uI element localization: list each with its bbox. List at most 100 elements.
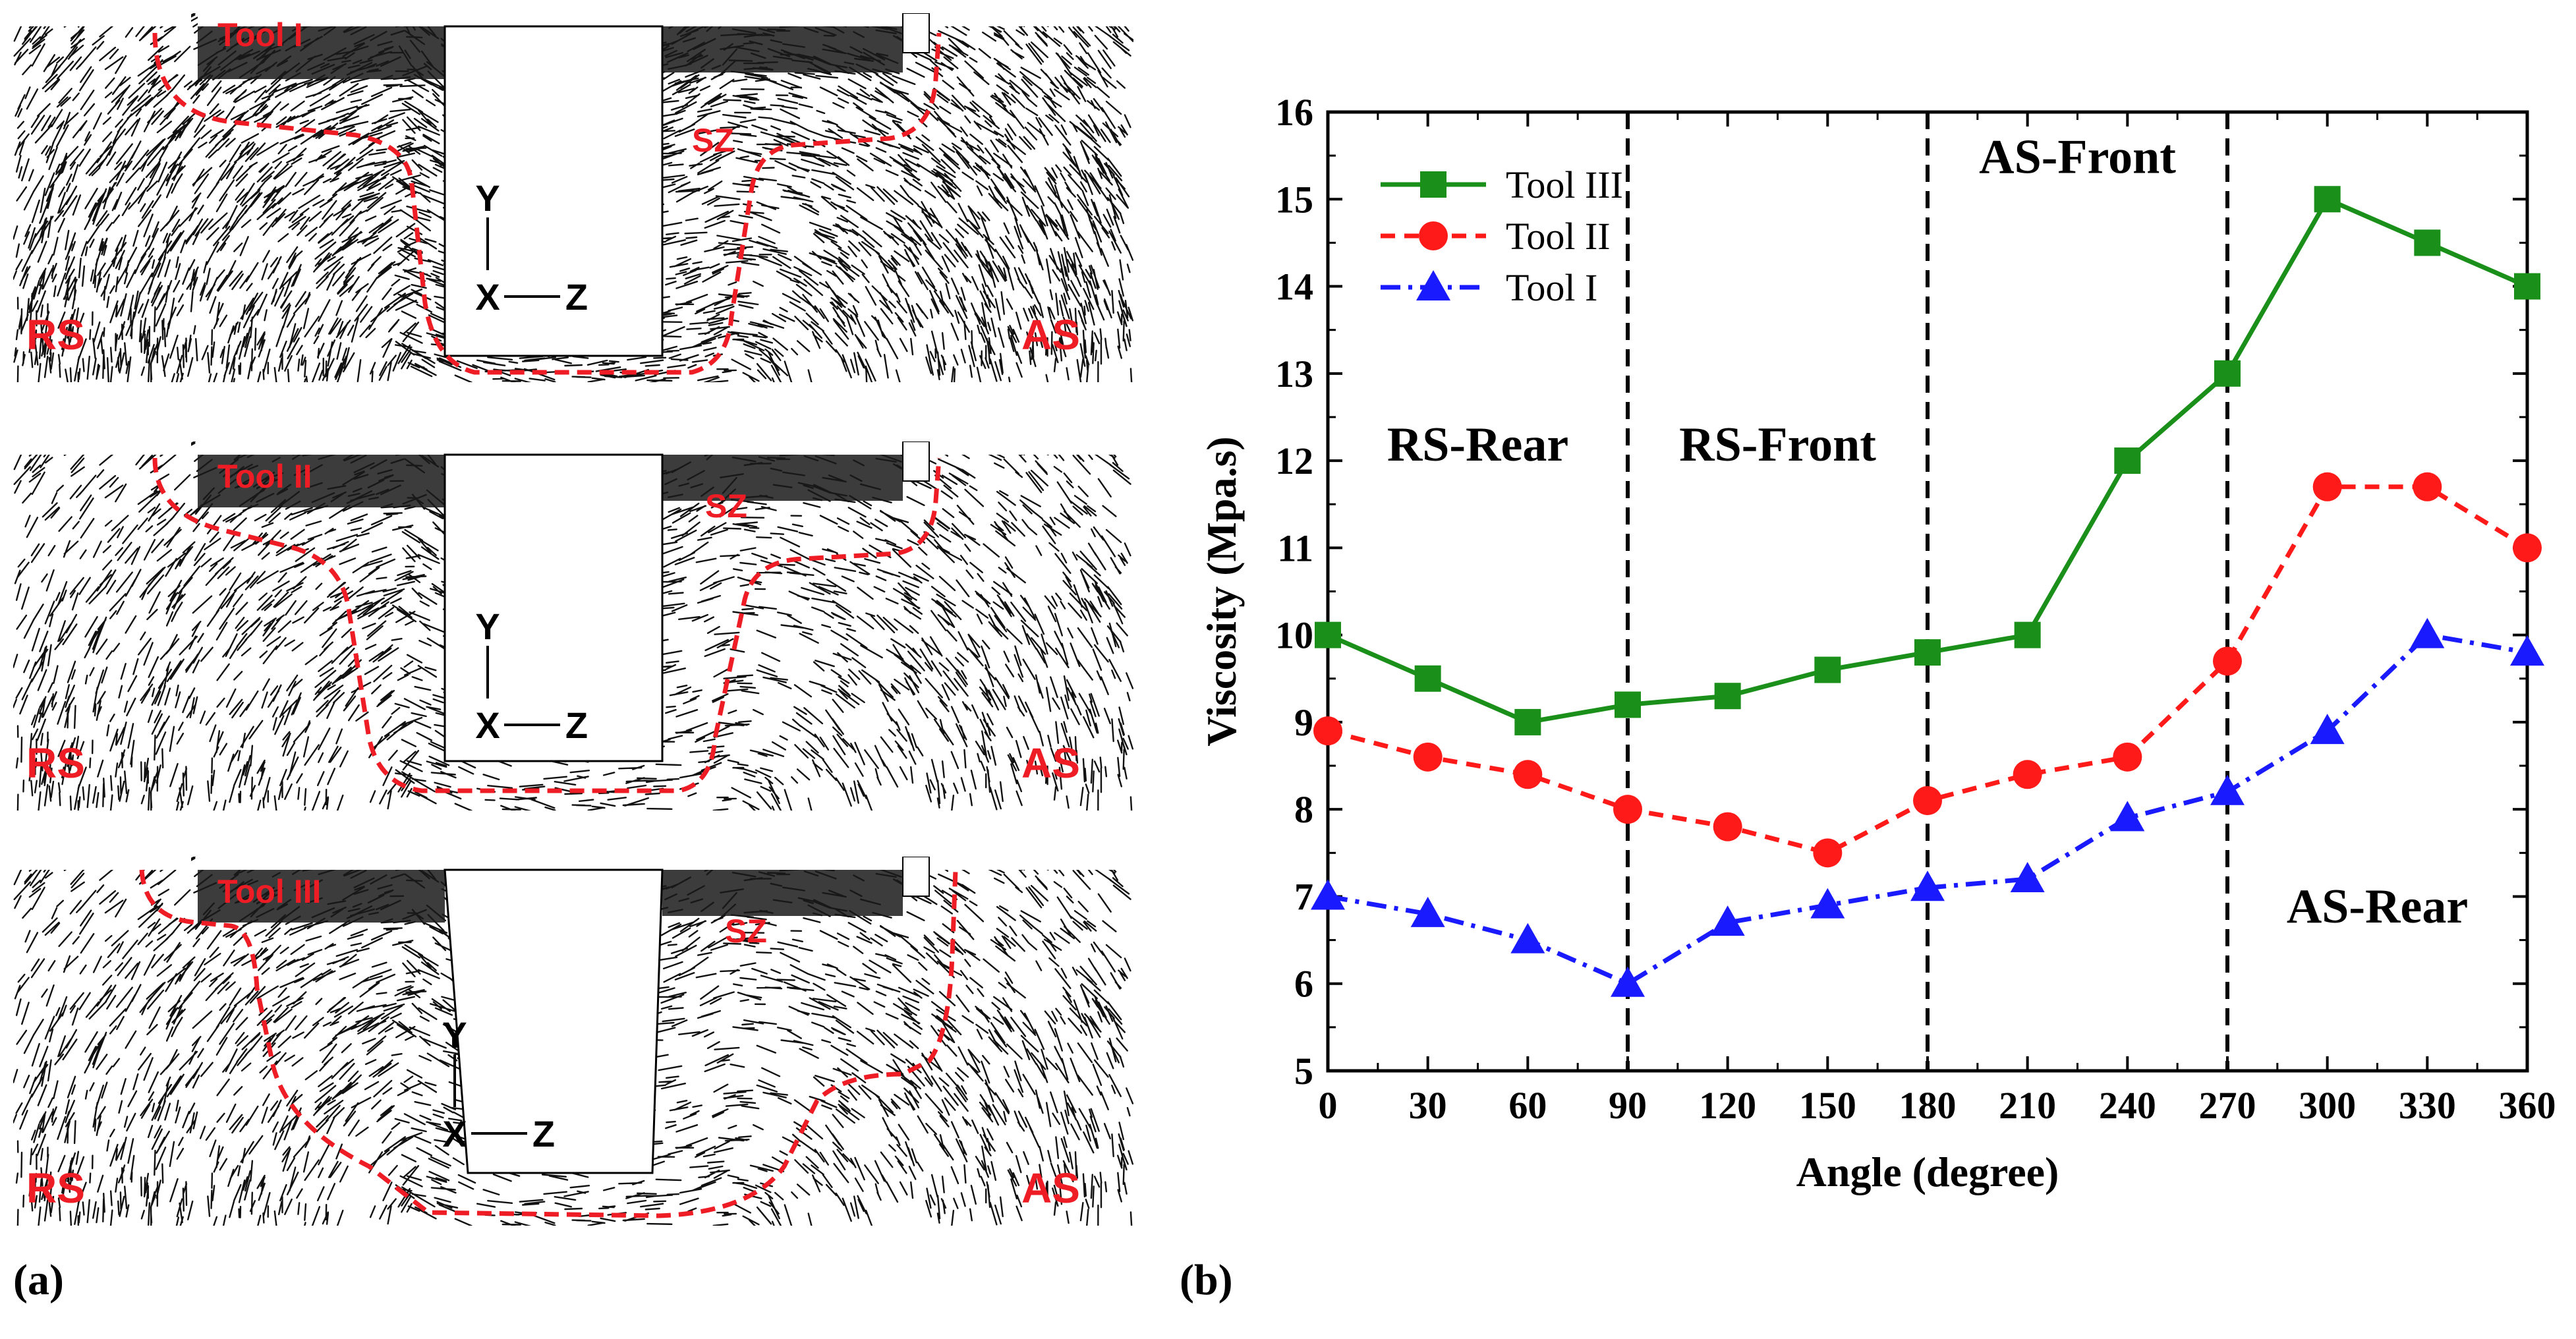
y-tick-label-10: 10 xyxy=(1275,614,1313,657)
region-label-0: RS-Rear xyxy=(1387,418,1568,472)
tool-pin xyxy=(444,869,664,1174)
series-0-point-2 xyxy=(1514,708,1541,735)
flow-field: Tool III SZ RS AS Y X Z xyxy=(13,857,1133,1232)
series-1-point-11 xyxy=(2413,472,2442,501)
legend-marker-0 xyxy=(1420,171,1446,198)
top-margin-right xyxy=(923,857,1133,870)
flow-panel-tool-2: Tool II SZ RS AS Y X Z xyxy=(13,442,1133,817)
series-1-point-10 xyxy=(2312,472,2342,501)
y-tick-label-6: 6 xyxy=(1294,963,1313,1006)
x-tick-label-60: 60 xyxy=(1508,1084,1547,1127)
axis-y-label: Y xyxy=(475,177,500,219)
axis-x-label: X xyxy=(442,1113,467,1154)
top-margin-right xyxy=(923,13,1133,26)
y-tick-label-13: 13 xyxy=(1275,353,1313,395)
rs-label: RS xyxy=(26,1164,85,1212)
series-0-point-10 xyxy=(2314,186,2341,213)
sz-label: SZ xyxy=(705,488,747,525)
x-tick-label-210: 210 xyxy=(1999,1084,2056,1127)
sz-label: SZ xyxy=(692,122,734,159)
x-tick-label-240: 240 xyxy=(2099,1084,2156,1127)
region-label-1: RS-Front xyxy=(1679,418,1876,472)
series-0-point-11 xyxy=(2414,229,2441,256)
tool-label: Tool II xyxy=(217,458,312,495)
series-0-point-12 xyxy=(2514,273,2540,300)
tool-shoulder-right xyxy=(662,455,903,501)
series-0-point-5 xyxy=(1814,656,1841,683)
y-tick-label-9: 9 xyxy=(1294,701,1313,744)
series-2-point-9 xyxy=(2210,774,2245,805)
tool-shoulder-right xyxy=(662,26,903,72)
as-label: AS xyxy=(1021,1164,1080,1212)
as-label: AS xyxy=(1021,311,1080,358)
viscosity-chart: 0 30 60 90 120 150 180 210 240 270 300 330 360 5 6 7 8 9 1… xyxy=(1198,91,2556,1195)
stir-zone-boundary xyxy=(152,32,942,375)
series-2-point-6 xyxy=(1910,870,1945,901)
as-label: AS xyxy=(1021,739,1080,787)
tool-shoulder-left xyxy=(198,870,445,923)
tool-pin xyxy=(444,25,664,357)
series-0-point-6 xyxy=(1914,639,1941,666)
series-2-point-0 xyxy=(1311,879,1345,910)
legend-marker-1 xyxy=(1419,221,1448,250)
sz-label: SZ xyxy=(725,913,767,950)
y-tick-label-8: 8 xyxy=(1294,788,1313,831)
y-tick-label-12: 12 xyxy=(1275,440,1313,482)
x-tick-label-330: 330 xyxy=(2399,1084,2456,1127)
series-1-point-5 xyxy=(1813,838,1843,868)
region-label-3: AS-Rear xyxy=(2287,880,2468,934)
x-tick-label-180: 180 xyxy=(1899,1084,1957,1127)
flow-field: Tool II SZ RS AS Y X Z xyxy=(13,442,1133,817)
top-margin-left xyxy=(13,857,191,870)
legend-label-1: Tool II xyxy=(1506,215,1611,258)
series-1-point-0 xyxy=(1313,716,1342,746)
panel-a-letter: (a) xyxy=(13,1256,64,1304)
series-2-point-4 xyxy=(1710,905,1745,936)
series-1-point-8 xyxy=(2113,742,2142,772)
y-tick-label-11: 11 xyxy=(1277,527,1313,569)
series-1-point-9 xyxy=(2213,646,2242,676)
x-tick-label-150: 150 xyxy=(1799,1084,1856,1127)
axis-z-label: Z xyxy=(565,704,588,746)
x-tick-label-0: 0 xyxy=(1319,1084,1338,1127)
tool-pin xyxy=(444,453,664,762)
tool-shoulder-right xyxy=(662,870,903,916)
shoulder-notch xyxy=(902,442,930,482)
x-tick-label-120: 120 xyxy=(1699,1084,1756,1127)
stir-zone-boundary xyxy=(152,457,942,793)
y-tick-label-16: 16 xyxy=(1275,91,1313,134)
series-0-point-9 xyxy=(2214,360,2241,387)
top-margin-left xyxy=(13,13,191,26)
series-1-point-6 xyxy=(1913,785,1942,815)
y-tick-label-15: 15 xyxy=(1275,178,1313,221)
shoulder-notch xyxy=(902,13,930,53)
axis-x-label: X xyxy=(475,704,500,746)
shoulder-notch xyxy=(902,857,930,897)
series-1-point-12 xyxy=(2513,533,2542,563)
series-1-point-2 xyxy=(1513,760,1543,789)
y-tick-label-7: 7 xyxy=(1294,875,1313,918)
series-2-point-7 xyxy=(2010,862,2045,892)
region-label-2: AS-Front xyxy=(1979,130,2176,185)
flow-panel-tool-3: Tool III SZ RS AS Y X Z xyxy=(13,857,1133,1232)
panel-b-letter: (b) xyxy=(1180,1256,1233,1304)
series-0-point-4 xyxy=(1714,683,1741,710)
x-tick-label-30: 30 xyxy=(1409,1084,1447,1127)
series-2-point-1 xyxy=(1410,896,1445,927)
series-0-point-8 xyxy=(2114,447,2141,474)
tool-label: Tool III xyxy=(217,873,321,910)
series-2-point-5 xyxy=(1810,888,1845,919)
legend-label-2: Tool I xyxy=(1506,266,1597,309)
series-2-point-12 xyxy=(2510,635,2544,666)
series-2-point-11 xyxy=(2410,617,2445,648)
series-1-point-1 xyxy=(1413,742,1443,772)
flow-field: Tool I SZ RS AS Y X Z xyxy=(13,13,1133,389)
legend-marker-2 xyxy=(1416,270,1450,300)
stir-zone-boundary xyxy=(139,869,958,1218)
series-2-point-10 xyxy=(2310,714,2345,745)
x-tick-label-360: 360 xyxy=(2499,1084,2556,1127)
y-tick-label-5: 5 xyxy=(1294,1050,1313,1093)
x-tick-label-300: 300 xyxy=(2299,1084,2356,1127)
series-1-point-7 xyxy=(2013,760,2042,789)
top-margin-right xyxy=(923,442,1133,455)
